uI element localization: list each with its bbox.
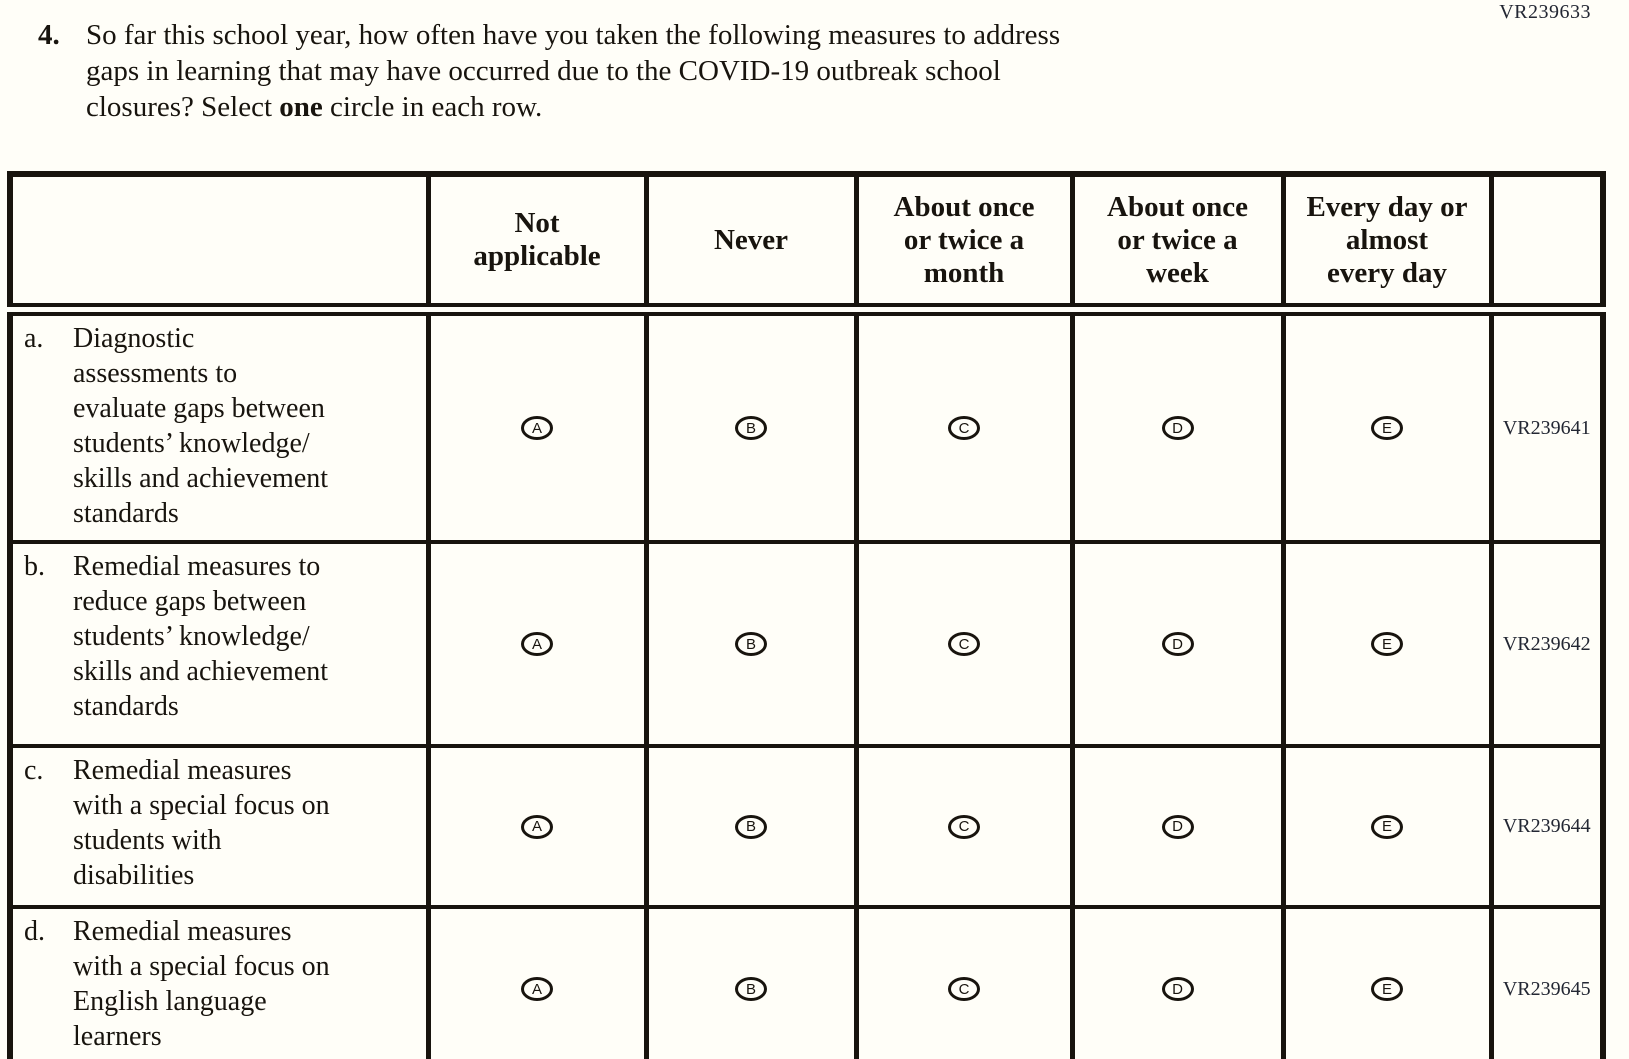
- row-letter: d.: [24, 916, 45, 947]
- question-text-part1: So far this school year, how often have …: [86, 19, 1061, 123]
- cell-a-not-applicable: A: [425, 307, 649, 544]
- option-bubble-a[interactable]: A: [521, 416, 553, 440]
- row-text: Diagnostic assessments to evaluate gaps …: [73, 323, 329, 529]
- option-bubble-a[interactable]: A: [521, 977, 553, 1001]
- row-label-d: d. Remedial measures with a special focu…: [7, 905, 431, 1059]
- cell-c-every-day: E: [1280, 744, 1494, 909]
- option-bubble-b[interactable]: B: [735, 416, 767, 440]
- option-bubble-b[interactable]: B: [735, 977, 767, 1001]
- option-bubble-d[interactable]: D: [1161, 977, 1194, 1001]
- col-header-once-twice-month: About once or twice a month: [853, 171, 1075, 316]
- cell-c-not-applicable: A: [425, 744, 649, 909]
- row-letter: c.: [24, 755, 44, 786]
- header-row: Not applicable Never About once or twice…: [7, 171, 1606, 316]
- table-row-b: b. Remedial measures to reduce gaps betw…: [7, 540, 1606, 748]
- option-bubble-d[interactable]: D: [1161, 632, 1194, 656]
- row-code: VR239644: [1488, 744, 1606, 909]
- question-text-part2: circle in each row.: [322, 91, 543, 123]
- question-bold-word: one: [279, 91, 323, 123]
- cell-d-not-applicable: A: [425, 905, 649, 1059]
- row-label-b: b. Remedial measures to reduce gaps betw…: [7, 540, 431, 748]
- option-bubble-e[interactable]: E: [1371, 632, 1403, 656]
- cell-c-never: B: [643, 744, 859, 909]
- option-bubble-e[interactable]: E: [1371, 977, 1403, 1001]
- option-bubble-c[interactable]: C: [948, 416, 980, 440]
- option-bubble-a[interactable]: A: [521, 632, 553, 656]
- cell-b-once-twice-month: C: [853, 540, 1075, 748]
- row-label-a: a. Diagnostic assessments to evaluate ga…: [7, 307, 431, 544]
- row-code: VR239645: [1488, 905, 1606, 1059]
- cell-a-never: B: [643, 307, 859, 544]
- row-letter: b.: [24, 551, 45, 582]
- option-bubble-e[interactable]: E: [1371, 814, 1403, 839]
- col-header-never: Never: [643, 171, 859, 316]
- row-text: Remedial measures with a special focus o…: [73, 916, 330, 1052]
- cell-d-never: B: [643, 905, 859, 1059]
- cell-d-every-day: E: [1280, 905, 1494, 1059]
- cell-c-once-twice-week: D: [1069, 744, 1286, 909]
- table-row-c: c. Remedial measures with a special focu…: [7, 744, 1606, 909]
- cell-b-never: B: [643, 540, 859, 748]
- col-header-every-day: Every day or almost every day: [1280, 171, 1494, 316]
- option-bubble-b[interactable]: B: [735, 632, 767, 656]
- option-bubble-c[interactable]: C: [948, 632, 980, 656]
- cell-d-once-twice-week: D: [1069, 905, 1286, 1059]
- header-blank-label: [7, 171, 431, 316]
- option-bubble-b[interactable]: B: [735, 814, 767, 839]
- option-bubble-a[interactable]: A: [521, 814, 553, 839]
- cell-a-once-twice-month: C: [853, 307, 1075, 544]
- cell-b-once-twice-week: D: [1069, 540, 1286, 748]
- response-matrix: Not applicable Never About once or twice…: [7, 171, 1606, 1059]
- option-bubble-c[interactable]: C: [948, 977, 980, 1001]
- question-4: 4. So far this school year, how often ha…: [0, 0, 1629, 125]
- row-label-c: c. Remedial measures with a special focu…: [7, 744, 431, 909]
- row-code: VR239642: [1488, 540, 1606, 748]
- question-number: 4.: [38, 19, 60, 51]
- col-header-not-applicable: Not applicable: [425, 171, 649, 316]
- header-blank-code: [1488, 171, 1606, 316]
- cell-b-every-day: E: [1280, 540, 1494, 748]
- row-text: Remedial measures to reduce gaps between…: [73, 551, 329, 722]
- table-row-a: a. Diagnostic assessments to evaluate ga…: [7, 307, 1606, 544]
- cell-d-once-twice-month: C: [853, 905, 1075, 1059]
- table-row-d: d. Remedial measures with a special focu…: [7, 905, 1606, 1059]
- page-form-code: VR239633: [1499, 1, 1591, 23]
- cell-b-not-applicable: A: [425, 540, 649, 748]
- option-bubble-c[interactable]: C: [948, 814, 980, 839]
- row-letter: a.: [24, 323, 44, 354]
- option-bubble-d[interactable]: D: [1161, 814, 1194, 839]
- cell-a-once-twice-week: D: [1069, 307, 1286, 544]
- cell-a-every-day: E: [1280, 307, 1494, 544]
- cell-c-once-twice-month: C: [853, 744, 1075, 909]
- col-header-once-twice-week: About once or twice a week: [1069, 171, 1286, 316]
- row-text: Remedial measures with a special focus o…: [73, 755, 330, 891]
- row-code: VR239641: [1488, 307, 1606, 544]
- question-text: So far this school year, how often have …: [86, 17, 1060, 125]
- option-bubble-d[interactable]: D: [1161, 416, 1194, 440]
- option-bubble-e[interactable]: E: [1371, 416, 1403, 440]
